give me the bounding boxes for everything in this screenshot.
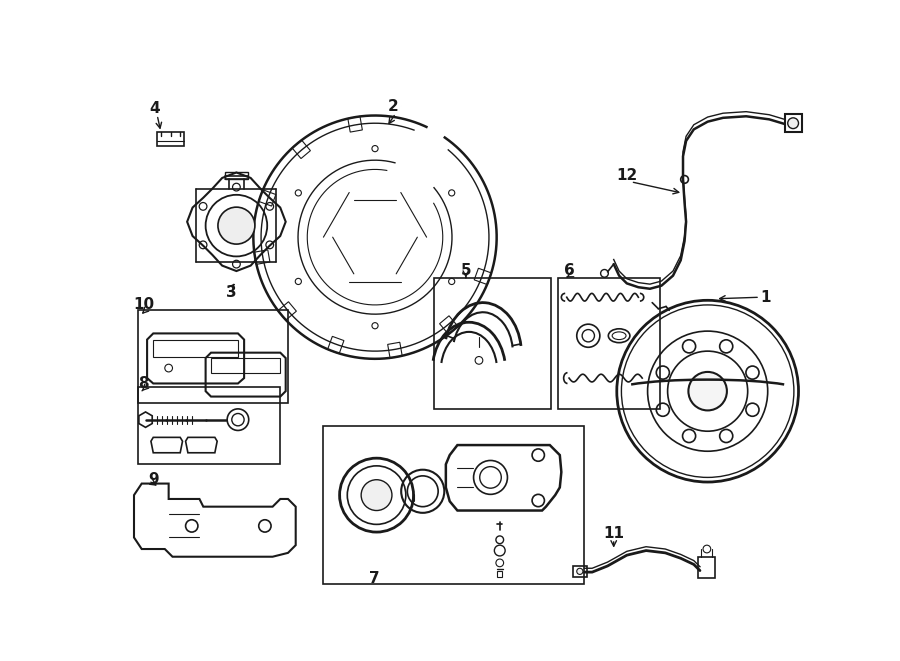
Bar xyxy=(225,172,248,179)
Text: 4: 4 xyxy=(149,101,160,116)
Bar xyxy=(211,358,280,373)
Text: 10: 10 xyxy=(133,297,155,313)
Bar xyxy=(138,310,288,403)
Bar xyxy=(158,132,184,145)
Text: 1: 1 xyxy=(760,290,770,305)
Bar xyxy=(573,566,587,577)
Circle shape xyxy=(788,118,798,129)
Text: 3: 3 xyxy=(227,285,237,300)
Circle shape xyxy=(688,372,727,410)
Text: 2: 2 xyxy=(388,98,399,114)
Bar xyxy=(138,387,280,464)
Text: 9: 9 xyxy=(148,472,158,487)
Text: 11: 11 xyxy=(603,526,625,541)
Bar xyxy=(435,278,552,409)
Text: 8: 8 xyxy=(138,376,148,391)
Text: 5: 5 xyxy=(461,263,472,278)
Bar xyxy=(557,278,660,409)
Circle shape xyxy=(361,480,392,510)
Bar xyxy=(698,557,716,578)
Text: 6: 6 xyxy=(563,263,574,278)
Circle shape xyxy=(218,207,255,244)
Text: 12: 12 xyxy=(616,168,637,183)
Bar xyxy=(322,426,584,584)
Bar xyxy=(498,570,502,577)
Text: 7: 7 xyxy=(369,571,380,586)
Circle shape xyxy=(577,568,583,574)
Bar xyxy=(785,114,802,132)
